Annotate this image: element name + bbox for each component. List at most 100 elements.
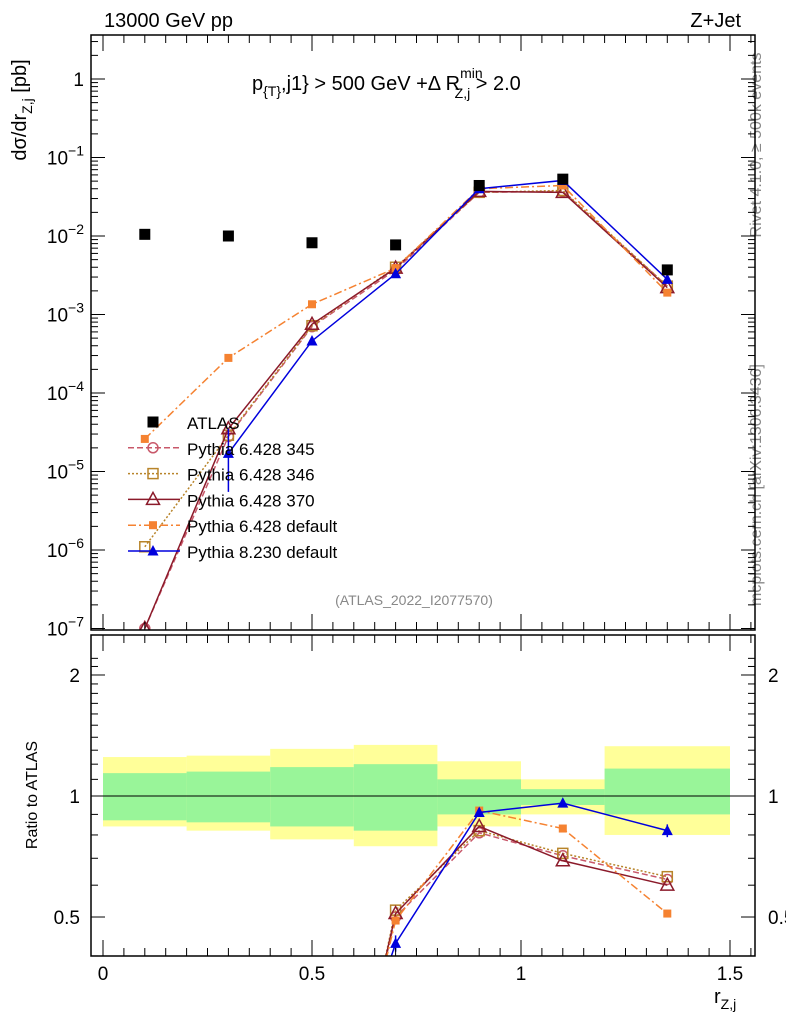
ratio-ytick-label-right: 2 [768,666,779,687]
band-inner-3 [353,764,438,831]
ratio-1-point-2 [557,847,569,860]
main-ytick-label: 10−5 [47,457,84,484]
main-series-group [139,173,676,630]
legend-label-3: Pythia 6.428 370 [187,491,315,510]
rivet-label: Rivet 4.1.0, ≥ 500k events [748,53,765,238]
main-ytick-exp: −5 [68,457,84,473]
main-ytick-exp: −3 [68,300,84,316]
main-ytick-label: 10−6 [47,535,84,562]
main-ytick-label: 10−7 [47,614,84,641]
main-ytick-base: 10 [47,227,68,248]
atlas-point-4 [473,179,485,191]
legend-marker-4 [149,521,157,530]
ratio-4-point-2 [557,797,569,808]
cut-label-d: > 2.0 [470,73,521,95]
ratio-3-point-3 [663,909,672,918]
legend-marker-0 [147,416,159,428]
series-4-point-5 [661,273,673,284]
ratio-ytick-label: 2 [69,666,80,687]
band-inner-1 [186,771,271,823]
xtick-label: 1 [516,964,527,985]
legend-marker-3 [145,490,161,506]
series-3-point-0 [140,434,149,443]
main-ytick-base: 10 [47,620,68,641]
main-ytick-exp: −4 [68,378,84,394]
xtick-label: 0.5 [299,964,325,985]
series-line-3 [144,184,668,440]
legend-marker-2 [147,467,159,480]
x-axis-label: rZ,j [714,986,736,1012]
legend-marker-5 [147,545,159,556]
series-2-point-2 [304,315,320,331]
atlas-point-5 [557,173,569,185]
ratio-4-point-1 [473,806,485,817]
xtick-label: 1.5 [717,964,743,985]
legend-label-1: Pythia 6.428 345 [187,440,315,459]
main-ytick-label: 10−1 [47,143,84,170]
cut-label-c: ,j1} > 500 GeV +Δ R [281,73,460,95]
main-ytick-base: 10 [47,384,68,405]
ratio-2-point-1 [471,817,487,833]
ratio-3-point-2 [558,824,567,833]
main-ytick-exp: −6 [68,535,84,551]
main-ytick-base: 10 [47,463,68,484]
ratio-2-point-2 [555,852,571,867]
series-4-point-1 [306,334,318,346]
ratio-1-point-3 [661,870,674,883]
axis-tick-labels: 110−110−210−310−410−510−610−722110.50.50… [47,70,786,985]
series-line-4 [227,179,668,454]
band-inner-6 [604,768,730,815]
atlas-point-6 [661,264,673,276]
series-3-point-6 [663,288,672,297]
series-4-point-2 [390,267,402,279]
main-ytick-base: 10 [47,541,68,562]
legend-label-4: Pythia 6.428 default [187,517,338,536]
cut-label-b: {T} [263,83,281,99]
atlas-point-3 [390,239,402,251]
ratio-uncertainty-bands [103,744,730,847]
ratio-ytick-label-right: 1 [768,787,779,808]
energy-label: 13000 GeV pp [104,10,233,32]
legend: ATLAS Pythia 6.428 345 Pythia 6.428 346 Pyt… [128,414,338,562]
main-ytick-exp: −7 [68,614,84,630]
main-ytick-label: 10−3 [47,300,84,327]
series-3-point-1 [224,353,233,362]
ratio-ytick-label: 0.5 [54,908,80,929]
series-3-point-5 [558,181,567,190]
legend-marker-1 [147,442,159,454]
main-plot-frame [90,34,756,631]
series-2-point-0 [139,619,151,630]
series-2-point-5 [555,183,571,199]
cut-label: p{T},j1} > 500 GeV +Δ Rmin Z,j > 2.0 [252,65,521,101]
series-1-point-0 [139,541,151,553]
band-inner-2 [270,767,354,827]
main-ylabel-sub: Z,j [19,98,35,114]
legend-label-2: Pythia 6.428 346 [187,466,315,485]
main-ytick-label: 1 [73,70,84,91]
cut-label-sup: min [460,65,483,81]
legend-label-0: ATLAS [187,414,240,433]
main-ylabel: dσ/drZ,j [pb] [9,59,35,160]
main-ytick-base: 10 [47,306,68,327]
main-ytick-base: 10 [47,149,68,170]
main-ytick-base: 1 [73,70,84,91]
xtick-label: 0 [98,964,109,985]
band-inner-5 [521,789,605,805]
main-ytick-label: 10−4 [47,378,84,405]
ratio-3-point-0 [391,916,400,925]
band-inner-0 [103,773,187,821]
series-3-point-2 [308,300,316,309]
atlas-point-2 [306,237,318,249]
ratio-ylabel: Ratio to ATLAS [24,741,41,849]
x-axis-label-a: r [714,986,721,1008]
ratio-line-0 [385,831,668,956]
axis-ticks [91,35,755,957]
x-axis-label-sub: Z,j [721,996,737,1012]
ratio-line-2 [385,825,668,956]
main-ytick-exp: −1 [68,143,84,159]
atlas-point-1 [222,230,234,242]
main-ylabel-b: [pb] [9,59,31,98]
ratio-ytick-label: 1 [69,787,80,808]
main-ytick-exp: −2 [68,221,84,237]
